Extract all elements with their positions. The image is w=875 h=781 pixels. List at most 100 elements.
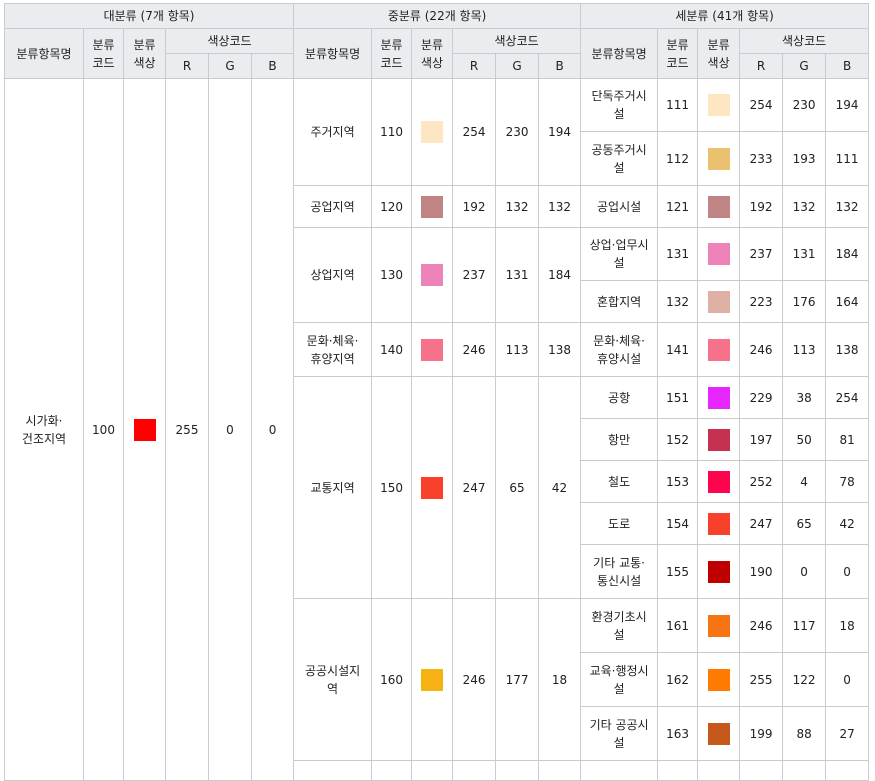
- minor-item-name: 문화·체육· 휴양시설: [580, 322, 659, 377]
- middle-item-name: 공업지역: [293, 185, 373, 228]
- middle-color-swatch-cell: [411, 598, 454, 761]
- minor-color-swatch-cell: [697, 652, 741, 707]
- minor-color-swatch-cell: [697, 280, 741, 323]
- minor-code: 151: [657, 376, 699, 419]
- minor-b: 138: [825, 322, 870, 377]
- minor-r: 255: [739, 652, 784, 707]
- minor-g: 132: [782, 185, 827, 228]
- minor-color-swatch-cell: [697, 322, 741, 377]
- minor-color-swatch-cell: [697, 131, 741, 186]
- table-row: 공동주거시 설 112 233 193 111: [5, 131, 870, 186]
- middle-r: 247: [452, 376, 497, 599]
- minor-g: 38: [782, 376, 827, 419]
- minor-b: 81: [825, 418, 870, 461]
- header-code: 분류 코드: [371, 28, 413, 79]
- middle-color-swatch-cell: [411, 227, 454, 323]
- header-color: 분류 색상: [411, 28, 454, 79]
- minor-color-swatch: [707, 668, 730, 691]
- header-minor: 세분류 (41개 항목): [580, 3, 870, 29]
- minor-g: 4: [782, 460, 827, 503]
- middle-g: 177: [495, 598, 540, 761]
- minor-b: 194: [825, 78, 870, 132]
- header-color-code: 색상코드: [452, 28, 582, 54]
- minor-item-name: 항만: [580, 418, 659, 461]
- empty-cell: [371, 760, 413, 781]
- minor-r: 197: [739, 418, 784, 461]
- header-g: G: [208, 53, 252, 79]
- minor-item-name: 기타 교통· 통신시설: [580, 544, 659, 599]
- empty-cell: [657, 760, 699, 781]
- minor-g: 122: [782, 652, 827, 707]
- minor-b: 42: [825, 502, 870, 545]
- middle-g: 132: [495, 185, 540, 228]
- minor-r: 254: [739, 78, 784, 132]
- middle-b: 138: [538, 322, 582, 377]
- header-r: R: [165, 53, 209, 79]
- minor-item-name: 공업시설: [580, 185, 659, 228]
- minor-code: 163: [657, 706, 699, 761]
- minor-code: 161: [657, 598, 699, 653]
- header-item-name: 분류항목명: [580, 28, 659, 79]
- land-cover-table: 대분류 (7개 항목) 중분류 (22개 항목) 세분류 (41개 항목) 분류…: [3, 3, 870, 781]
- minor-color-swatch: [707, 560, 730, 583]
- header-r: R: [739, 53, 784, 79]
- empty-cell: [411, 760, 454, 781]
- middle-code: 160: [371, 598, 413, 761]
- minor-g: 193: [782, 131, 827, 186]
- middle-color-swatch-cell: [411, 376, 454, 599]
- header-r: R: [452, 53, 497, 79]
- middle-color-swatch: [421, 668, 444, 691]
- header-row-groups: 대분류 (7개 항목) 중분류 (22개 항목) 세분류 (41개 항목): [3, 3, 870, 29]
- minor-color-swatch-cell: [697, 706, 741, 761]
- header-major: 대분류 (7개 항목): [3, 3, 295, 29]
- middle-code: 110: [371, 78, 413, 186]
- table-row: 철도 153 252 4 78: [5, 460, 870, 503]
- header-g: G: [782, 53, 827, 79]
- middle-g: 113: [495, 322, 540, 377]
- minor-g: 50: [782, 418, 827, 461]
- middle-b: 132: [538, 185, 582, 228]
- middle-color-swatch: [421, 338, 444, 361]
- empty-cell: [825, 760, 870, 781]
- middle-r: 254: [452, 78, 497, 186]
- minor-color-swatch: [707, 243, 730, 265]
- minor-color-swatch: [707, 470, 730, 493]
- header-b: B: [825, 53, 870, 79]
- minor-item-name: 혼합지역: [580, 280, 659, 323]
- minor-color-swatch: [707, 195, 730, 218]
- middle-item-name: 공공시설지 역: [293, 598, 373, 761]
- minor-color-swatch: [707, 147, 730, 170]
- minor-r: 247: [739, 502, 784, 545]
- minor-g: 113: [782, 322, 827, 377]
- header-b: B: [250, 53, 295, 79]
- minor-color-swatch-cell: [697, 544, 741, 599]
- table-row: 교육·행정시 설 162 255 122 0: [5, 652, 870, 707]
- header-code: 분류 코드: [657, 28, 699, 79]
- empty-cell: [293, 760, 373, 781]
- minor-color-swatch: [707, 338, 730, 361]
- middle-b: 42: [538, 376, 582, 599]
- minor-r: 237: [739, 227, 784, 281]
- middle-g: 131: [495, 227, 540, 323]
- minor-color-swatch-cell: [697, 185, 741, 228]
- table-row: 도로 154 247 65 42: [5, 502, 870, 545]
- middle-item-name: 주거지역: [293, 78, 373, 186]
- minor-code: 162: [657, 652, 699, 707]
- minor-b: 0: [825, 544, 870, 599]
- header-color: 분류 색상: [123, 28, 166, 79]
- major-item-name: 시가화· 건조지역: [4, 78, 84, 781]
- minor-b: 132: [825, 185, 870, 228]
- minor-g: 0: [782, 544, 827, 599]
- minor-item-name: 환경기초시 설: [580, 598, 659, 653]
- minor-color-swatch: [707, 614, 730, 637]
- middle-g: 65: [495, 376, 540, 599]
- header-middle: 중분류 (22개 항목): [293, 3, 582, 29]
- minor-r: 246: [739, 322, 784, 377]
- minor-g: 230: [782, 78, 827, 132]
- minor-code: 155: [657, 544, 699, 599]
- minor-b: 18: [825, 598, 870, 653]
- minor-item-name: 도로: [580, 502, 659, 545]
- header-item-name: 분류항목명: [293, 28, 373, 79]
- middle-color-swatch-cell: [411, 185, 454, 228]
- middle-b: 194: [538, 78, 582, 186]
